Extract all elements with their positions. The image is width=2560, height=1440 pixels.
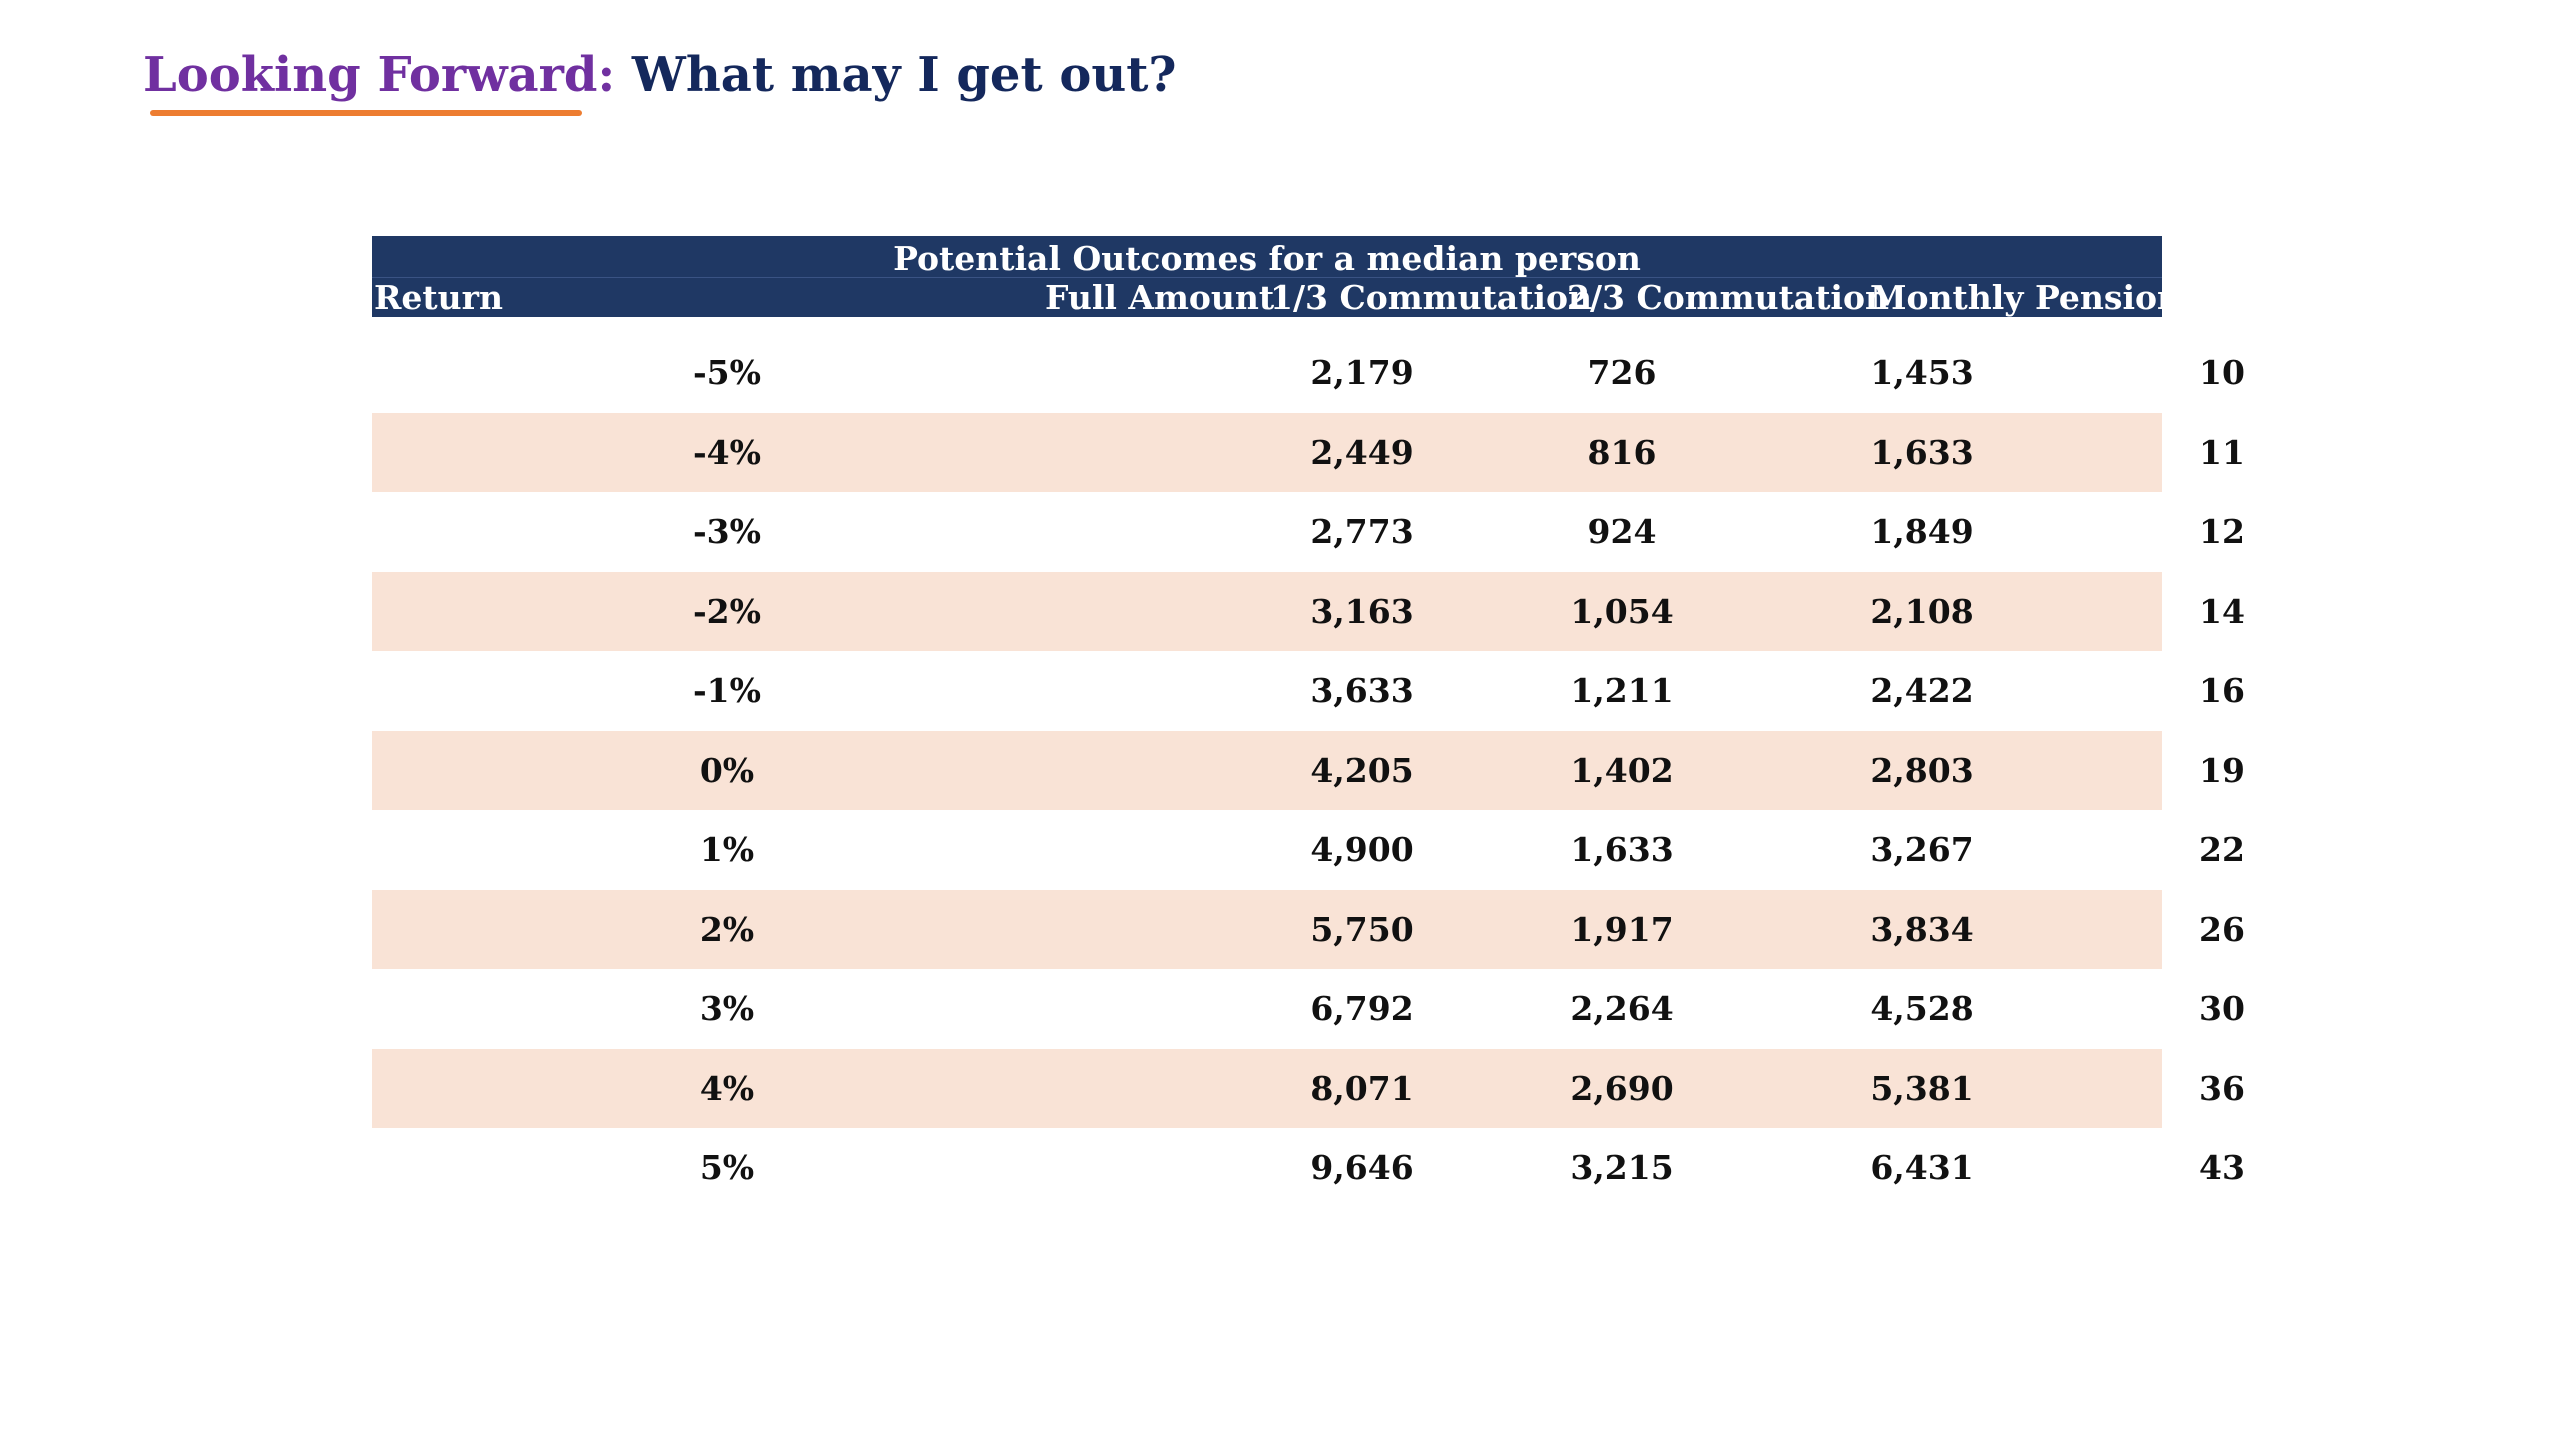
column-header-full-amount: Full Amount [1045, 278, 1275, 317]
return-cell: -4% [692, 432, 761, 472]
page-title-main: What may I get out? [615, 47, 1177, 103]
return-cell: -3% [692, 512, 761, 551]
page-title-accent: Looking Forward: [143, 47, 616, 103]
two-thirds-commutation-cell: 4,528 [1870, 989, 1974, 1028]
full-amount-cell: 5,750 [1310, 909, 1414, 949]
title-underline [150, 110, 582, 116]
monthly-pension-cell: 14 [2199, 591, 2245, 631]
table-row: 2% 5,750 1,917 3,834 26 [372, 889, 2245, 969]
monthly-pension-cell: 22 [2199, 830, 2245, 869]
table-row: 3% 6,792 2,264 4,528 30 [372, 969, 2245, 1049]
one-third-commutation-cell: 726 [1587, 353, 1657, 392]
two-thirds-commutation-cell: 1,849 [1870, 512, 1974, 551]
return-cell: 5% [699, 1148, 755, 1187]
monthly-pension-cell: 26 [2199, 909, 2245, 949]
monthly-pension-cell: 12 [2199, 512, 2245, 551]
two-thirds-commutation-cell: 2,803 [1870, 750, 1974, 790]
full-amount-cell: 8,071 [1310, 1068, 1414, 1108]
monthly-pension-cell: 16 [2199, 671, 2245, 710]
two-thirds-commutation-cell: 1,453 [1870, 353, 1974, 392]
table-row: -1% 3,633 1,211 2,422 16 [372, 651, 2245, 731]
full-amount-cell: 9,646 [1310, 1148, 1414, 1187]
full-amount-cell: 2,179 [1310, 353, 1414, 392]
table-row: -2% 3,163 1,054 2,108 14 [372, 571, 2245, 651]
table-row: 4% 8,071 2,690 5,381 36 [372, 1048, 2245, 1128]
monthly-pension-cell: 36 [2199, 1068, 2245, 1108]
one-third-commutation-cell: 924 [1587, 512, 1657, 551]
table-row: -5% 2,179 726 1,453 10 [372, 333, 2245, 413]
header-divider [372, 277, 2162, 278]
column-header-return: Return [374, 278, 504, 317]
return-cell: 4% [699, 1068, 755, 1108]
table-row: 0% 4,205 1,402 2,803 19 [372, 730, 2245, 810]
outcomes-table: Potential Outcomes for a median person R… [372, 236, 2245, 1208]
return-cell: 2% [699, 909, 755, 949]
one-third-commutation-cell: 3,215 [1570, 1148, 1674, 1187]
return-cell: 1% [699, 830, 755, 869]
full-amount-cell: 3,163 [1310, 591, 1414, 631]
full-amount-cell: 3,633 [1310, 671, 1414, 710]
full-amount-cell: 4,900 [1310, 830, 1414, 869]
return-cell: 0% [699, 750, 755, 790]
return-cell: -5% [692, 353, 761, 392]
one-third-commutation-cell: 1,917 [1570, 909, 1674, 949]
one-third-commutation-cell: 1,054 [1570, 591, 1674, 631]
return-cell: -1% [692, 671, 761, 710]
table-row: 1% 4,900 1,633 3,267 22 [372, 810, 2245, 890]
one-third-commutation-cell: 2,690 [1570, 1068, 1674, 1108]
monthly-pension-cell: 19 [2199, 750, 2245, 790]
column-header-one-third-commutation: 1/3 Commutation [1270, 278, 1592, 317]
one-third-commutation-cell: 816 [1587, 432, 1657, 472]
column-header-two-thirds-commutation: 2/3 Commutation [1567, 278, 1889, 317]
two-thirds-commutation-cell: 3,834 [1870, 909, 1974, 949]
one-third-commutation-cell: 1,633 [1570, 830, 1674, 869]
monthly-pension-cell: 43 [2199, 1148, 2245, 1187]
monthly-pension-cell: 11 [2199, 432, 2245, 472]
two-thirds-commutation-cell: 2,108 [1870, 591, 1974, 631]
table-body: -5% 2,179 726 1,453 10 -4% 2,449 816 1,633 11 -3% 2… [372, 333, 2245, 1208]
return-cell: -2% [692, 591, 761, 631]
table-row: -3% 2,773 924 1,849 12 [372, 492, 2245, 572]
two-thirds-commutation-cell: 3,267 [1870, 830, 1974, 869]
two-thirds-commutation-cell: 1,633 [1870, 432, 1974, 472]
full-amount-cell: 6,792 [1310, 989, 1414, 1028]
monthly-pension-cell: 30 [2199, 989, 2245, 1028]
column-header-monthly-pension: Monthly Pension [1870, 278, 2182, 317]
page-title: Looking Forward: What may I get out? [143, 42, 1177, 108]
table-caption: Potential Outcomes for a median person [893, 239, 1641, 278]
one-third-commutation-cell: 2,264 [1570, 989, 1674, 1028]
monthly-pension-cell: 10 [2199, 353, 2245, 392]
table-row: -4% 2,449 816 1,633 11 [372, 412, 2245, 492]
two-thirds-commutation-cell: 5,381 [1870, 1068, 1974, 1108]
one-third-commutation-cell: 1,211 [1570, 671, 1674, 710]
table-header: Potential Outcomes for a median person R… [372, 236, 2181, 317]
full-amount-cell: 2,449 [1310, 432, 1414, 472]
two-thirds-commutation-cell: 2,422 [1870, 671, 1974, 710]
one-third-commutation-cell: 1,402 [1570, 750, 1674, 790]
full-amount-cell: 2,773 [1310, 512, 1414, 551]
full-amount-cell: 4,205 [1310, 750, 1414, 790]
table-row: 5% 9,646 3,215 6,431 43 [372, 1128, 2245, 1208]
return-cell: 3% [699, 989, 755, 1028]
two-thirds-commutation-cell: 6,431 [1870, 1148, 1974, 1187]
